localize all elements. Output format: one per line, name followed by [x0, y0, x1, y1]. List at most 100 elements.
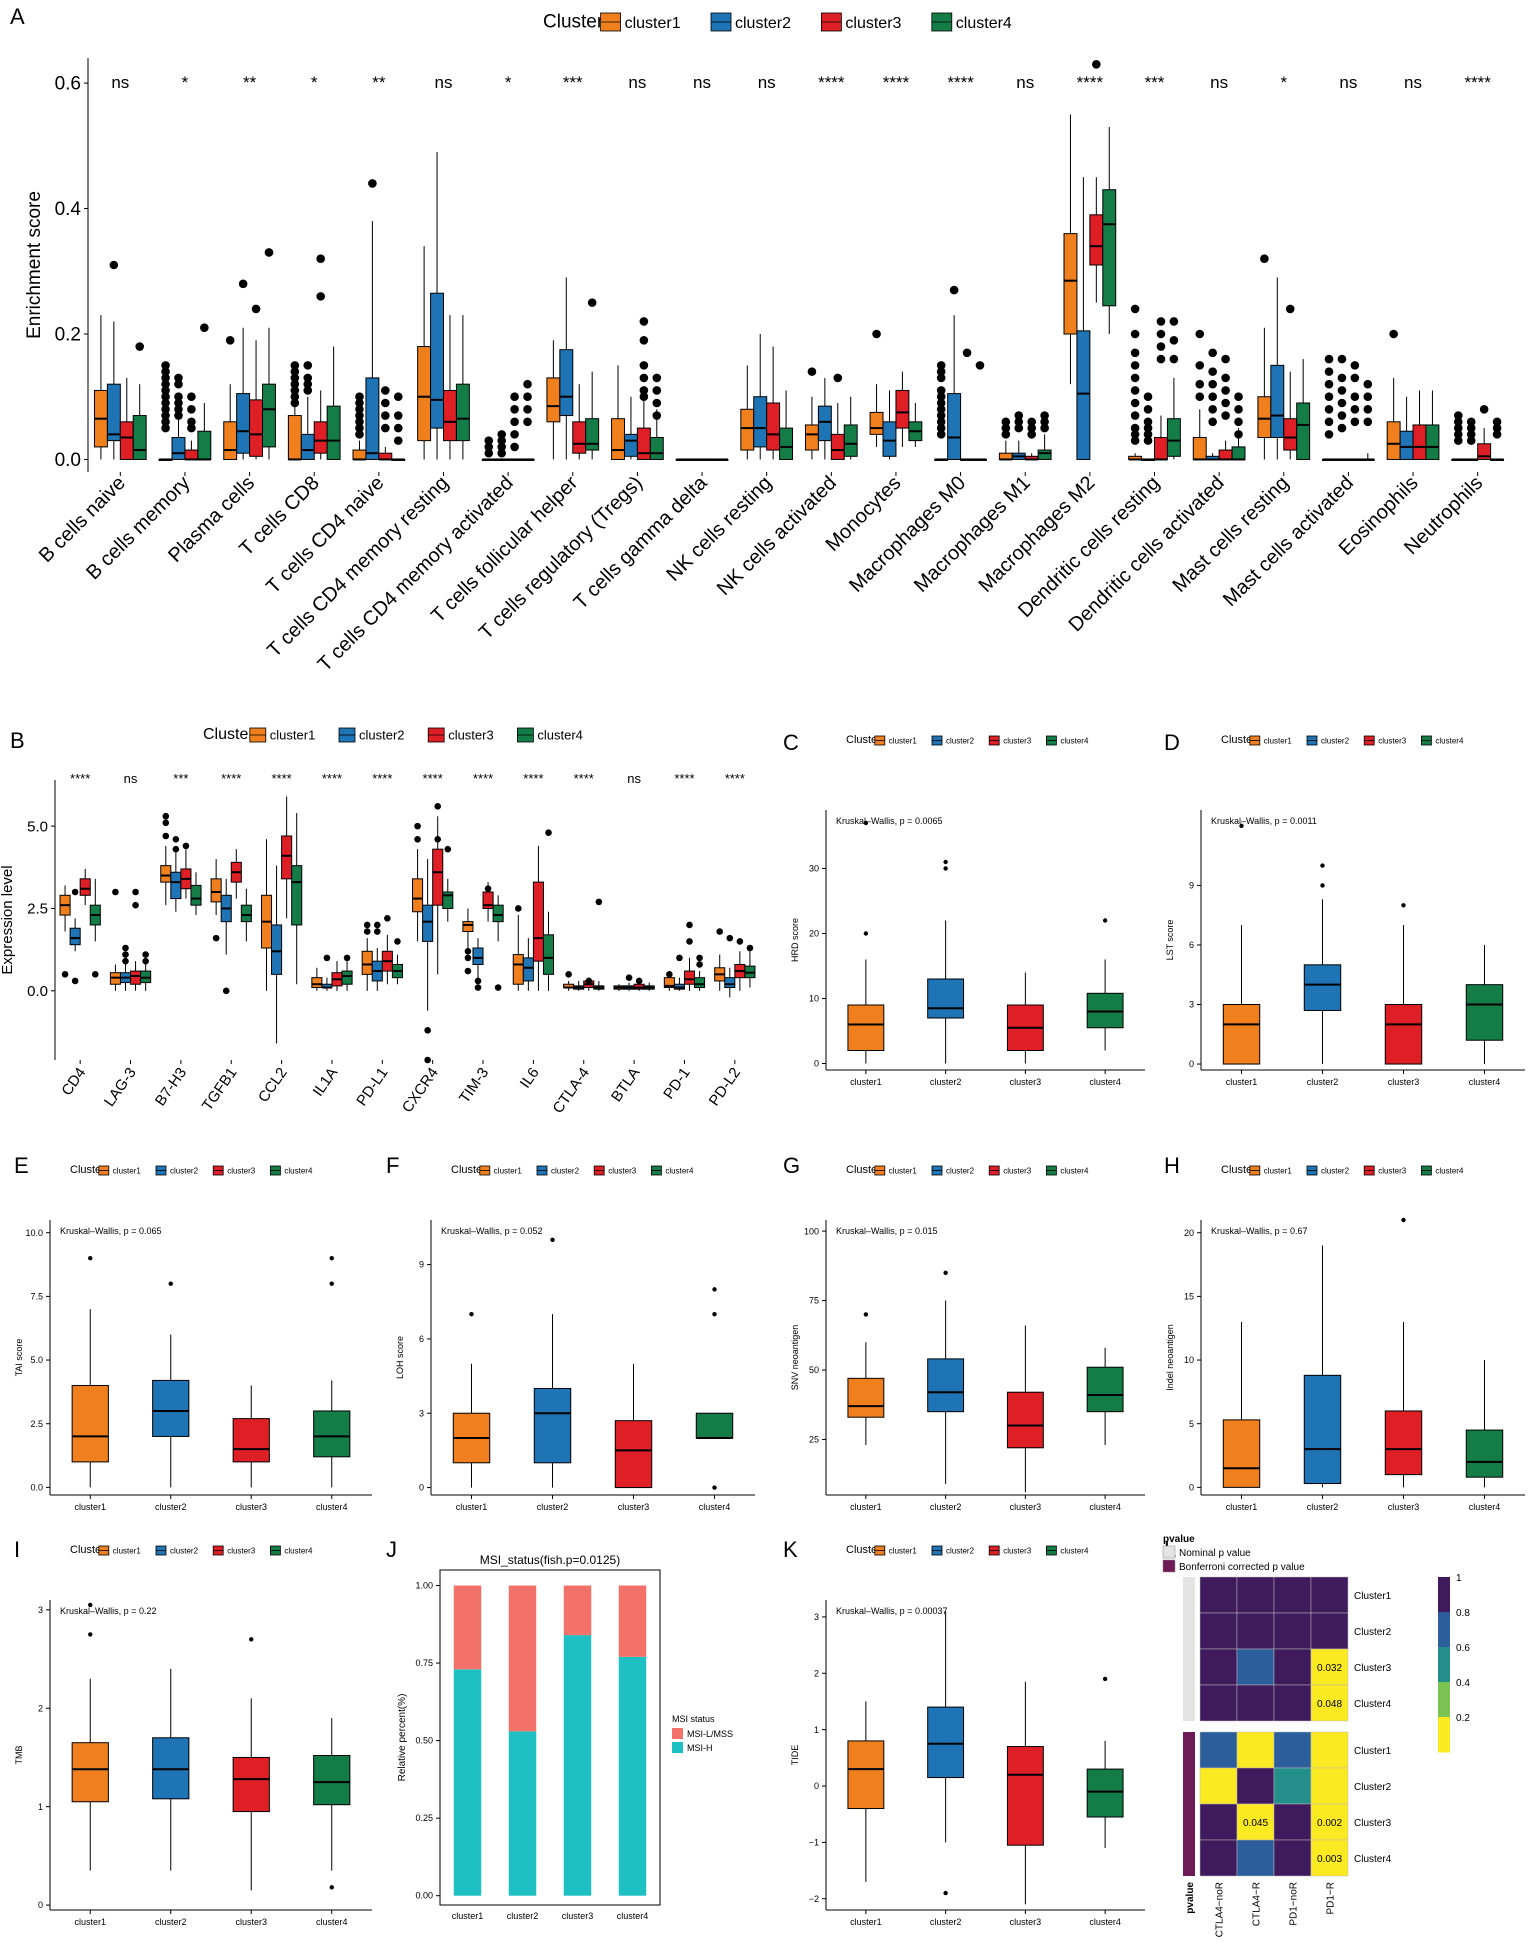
outlier-point: [484, 885, 492, 893]
box-iqr: [422, 904, 434, 942]
box-t-cells-cd4-memory-activated-cluster1: [481, 436, 496, 461]
outlier-point: [1363, 417, 1373, 427]
outlier-point: [1195, 392, 1205, 402]
outlier-point: [384, 915, 391, 922]
box-t-cells-gamma-delta-cluster4: [714, 458, 729, 461]
outlier-point: [1130, 386, 1140, 395]
box-iqr: [462, 921, 474, 933]
outlier-point: [833, 373, 843, 383]
box-iqr: [313, 1754, 351, 1806]
significance-label: ***: [1145, 73, 1165, 92]
heatmap-cell: [1199, 1803, 1238, 1841]
x-tick-label: cluster3: [235, 1502, 267, 1512]
legend-label-cluster4: cluster4: [1435, 736, 1464, 745]
legend-label-cluster3: cluster3: [448, 727, 494, 742]
y-tick-label: 3: [419, 1408, 424, 1418]
outlier-point: [381, 398, 390, 408]
outlier-point: [936, 386, 946, 395]
significance-label: ns: [693, 73, 711, 92]
box-iqr: [240, 904, 252, 923]
y-tick-label: 50: [809, 1365, 819, 1375]
box-dendritic-cells-resting-cluster3: [1154, 317, 1168, 461]
x-tick-label: cluster1: [452, 1911, 484, 1921]
box-nk-cells-resting-cluster2: [753, 334, 768, 460]
box-b7-h3-cluster3: [180, 842, 192, 899]
box-iqr: [79, 878, 91, 896]
legend-key-cluster1: cluster1: [98, 1165, 141, 1176]
outlier-point: [943, 859, 948, 865]
outlier-point: [172, 835, 180, 843]
outlier-point: [686, 938, 693, 945]
box-iqr: [869, 411, 884, 435]
box-iqr: [160, 865, 172, 883]
y-tick-label: 15: [1184, 1292, 1194, 1302]
box-iqr: [281, 835, 293, 880]
outlier-point: [736, 938, 744, 945]
outlier-point: [174, 411, 183, 420]
significance-label: ****: [372, 771, 392, 786]
box-macrophages-m0-cluster2: [947, 285, 962, 460]
chart-e-tai-score: Cluster cluster1 cluster2 cluster3 cluster4 0…: [14, 1164, 372, 1512]
outlier-point: [1492, 417, 1502, 427]
box-tim-3-cluster4: [492, 895, 504, 991]
box-iqr: [106, 383, 121, 442]
outlier-point: [936, 361, 946, 370]
outlier-point: [1453, 430, 1463, 439]
legend-label-cluster2: cluster2: [1321, 736, 1350, 745]
box-dendritic-cells-activated-cluster2: [1205, 348, 1220, 461]
column-label: CTLA4−noR: [1215, 1882, 1226, 1937]
outlier-point: [161, 411, 170, 420]
outlier-point: [1027, 423, 1036, 433]
column-label: CTLA4−R: [1252, 1882, 1263, 1926]
box-t-cells-cd8-cluster1: [287, 361, 302, 461]
legend-key-cluster3: cluster3: [1363, 1165, 1407, 1176]
legend-key-cluster2: cluster2: [931, 1165, 975, 1176]
legend-label-cluster2: cluster2: [551, 1166, 580, 1175]
box-iqr: [132, 415, 147, 460]
box-cluster1-cluster1: [452, 1311, 491, 1488]
legend-key-cluster3: cluster3: [427, 727, 494, 742]
outlier-point: [414, 835, 421, 843]
box-t-cells-cd4-naive-cluster3: [378, 386, 393, 461]
outlier-point: [1401, 903, 1406, 908]
outlier-point: [355, 392, 364, 402]
outlier-point: [174, 398, 183, 408]
outlier-point: [1208, 404, 1217, 414]
box-iqr: [311, 977, 323, 989]
row-annotation: [1183, 1840, 1195, 1876]
outlier-point: [1169, 354, 1179, 364]
y-tick-label: 20: [1184, 1228, 1194, 1238]
heatmap-cell: [1273, 1648, 1312, 1686]
legend-key-cluster3: cluster3: [988, 1165, 1032, 1176]
box-iqr: [1283, 418, 1298, 451]
outlier-point: [1337, 398, 1347, 408]
box-il6-cluster3: [532, 845, 544, 991]
outlier-point: [587, 298, 597, 307]
row-annotation: [1183, 1768, 1195, 1804]
box-iqr: [236, 393, 251, 454]
legend-key-cluster4: cluster4: [1420, 735, 1464, 746]
legend-key-cluster2: cluster2: [155, 1165, 199, 1176]
outlier-point: [1350, 392, 1360, 402]
outlier-point: [1350, 417, 1360, 427]
box-iqr: [119, 421, 134, 460]
outlier-point: [122, 951, 129, 958]
box-iqr: [927, 978, 965, 1019]
box-iqr: [232, 1418, 270, 1463]
heatmap-cell: [1199, 1767, 1238, 1805]
colorbar-segment: [1438, 1717, 1450, 1753]
box-t-cells-follicular-helper-cluster3: [572, 384, 587, 460]
panel-letter-d: D: [1164, 730, 1180, 755]
significance-label: *: [1280, 73, 1287, 92]
outlier-point: [1337, 411, 1347, 420]
box-cluster3-cluster3: [1006, 972, 1044, 1064]
legend-label-cluster3: cluster3: [1003, 1166, 1032, 1175]
significance-label: ***: [173, 771, 188, 786]
y-tick-label: 0: [419, 1483, 424, 1493]
box-iqr: [1102, 189, 1117, 307]
box-b-cells-memory-cluster3: [184, 392, 199, 461]
outlier-point: [565, 971, 572, 978]
outlier-point: [1040, 411, 1049, 420]
outlier-point: [1221, 411, 1230, 420]
outlier-point: [1027, 430, 1036, 439]
